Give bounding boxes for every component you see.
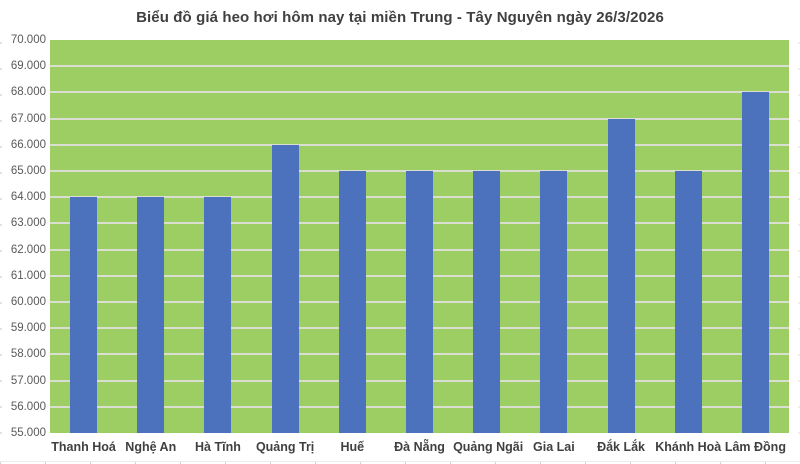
- y-axis-label: 55.000: [10, 427, 46, 439]
- right-frame-ticks: [798, 42, 800, 440]
- y-axis-label: 64.000: [10, 191, 46, 204]
- x-axis-label: Lâm Đồng: [724, 440, 786, 454]
- x-axis-label: Quảng Ngãi: [453, 440, 524, 454]
- bar-Quảng Trị: [271, 144, 299, 433]
- gridline: [50, 65, 789, 68]
- y-axis-label: 59.000: [10, 322, 46, 335]
- x-axis-label: Đắk Lắk: [597, 440, 646, 454]
- x-axis-label: Hà Tĩnh: [195, 440, 241, 454]
- bar-Đắk Lắk: [607, 118, 635, 433]
- gridline: [50, 143, 789, 146]
- y-axis-label: 56.000: [10, 400, 46, 413]
- gridline: [50, 91, 789, 94]
- y-axis-label: 63.000: [10, 217, 46, 230]
- bar-Nghệ An: [137, 197, 165, 433]
- y-axis-label: 61.000: [10, 269, 46, 282]
- y-axis-label: 66.000: [10, 138, 46, 151]
- plot-area: [50, 40, 789, 433]
- left-frame-ticks: [0, 42, 2, 440]
- y-axis-label: 65.000: [10, 165, 46, 177]
- bar-Khánh Hoà: [674, 171, 702, 433]
- y-axis-label: 57.000: [10, 374, 46, 387]
- x-axis-label: Thanh Hoá: [51, 440, 116, 454]
- bottom-frame-ticks: [0, 461, 800, 464]
- y-axis-label: 60.000: [10, 296, 46, 308]
- y-axis-label: 69.000: [10, 60, 46, 73]
- x-axis-label: Đà Nẵng: [394, 440, 445, 454]
- bar-Hà Tĩnh: [204, 197, 232, 433]
- x-axis-label: Huế: [340, 440, 365, 454]
- x-axis-label: Khánh Hoà: [655, 440, 722, 454]
- chart-title: Biểu đồ giá heo hơi hôm nay tại miền Tru…: [136, 9, 664, 26]
- gridline: [50, 117, 789, 120]
- y-axis-label: 67.000: [10, 112, 46, 125]
- y-axis-label: 68.000: [10, 86, 46, 99]
- y-axis-label: 58.000: [10, 348, 46, 361]
- bar-Thanh Hoá: [70, 197, 98, 433]
- bar-Quảng Ngãi: [473, 171, 501, 433]
- bar-Huế: [338, 171, 366, 433]
- y-axis-label: 70.000: [10, 34, 46, 46]
- bar-Gia Lai: [540, 171, 568, 433]
- x-axis-label: Quảng Trị: [255, 440, 315, 454]
- x-axis-label: Gia Lai: [533, 440, 575, 454]
- y-axis-label: 62.000: [10, 243, 46, 256]
- x-axis-label: Nghệ An: [125, 440, 177, 454]
- bar-Lâm Đồng: [741, 92, 769, 433]
- bar-Đà Nẵng: [406, 171, 433, 433]
